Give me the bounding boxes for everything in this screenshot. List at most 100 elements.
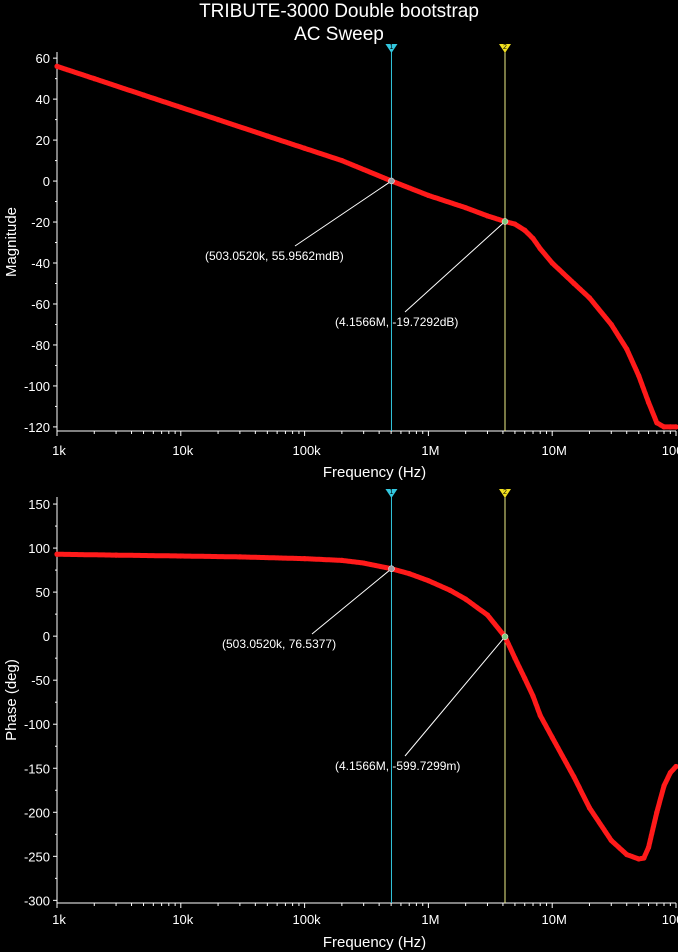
chart-title-line2: AC Sweep: [294, 24, 384, 45]
mag-data-point: [178, 104, 184, 110]
mag-ytick-label: -120: [24, 420, 50, 435]
phase-cursor-1-readout: (503.0520k, 76.5377): [222, 637, 336, 651]
mag-data-point: [522, 227, 528, 233]
phase-ytick-label: -150: [24, 761, 50, 776]
mag-data-point: [608, 321, 614, 328]
mag-cursor-2-flag: [498, 44, 511, 53]
mag-ytick-label: -100: [24, 379, 50, 394]
mag-cursor-1-readout: (503.0520k, 55.9562mdB): [205, 249, 344, 263]
phase-cursor-2-marker: [501, 633, 509, 640]
mag-y-axis-label: Magnitude: [3, 207, 20, 277]
mag-data-point: [339, 157, 345, 164]
mag-data-point: [549, 260, 555, 266]
mag-trace: [54, 63, 678, 430]
phase-cursor-1-marker: [388, 565, 395, 572]
mag-data-point: [661, 424, 667, 430]
mag-ytick-label: -60: [31, 297, 50, 312]
phase-data-point: [406, 571, 412, 577]
mag-xtick-label: 1k: [52, 443, 66, 458]
phase-data-point: [571, 774, 577, 780]
phase-ytick-label: -200: [24, 805, 50, 820]
mag-cursor-1-leader: [294, 180, 392, 247]
mag-data-point: [673, 424, 678, 430]
phase-data-point: [624, 851, 630, 858]
mag-data-point: [512, 221, 518, 227]
phase-cursor-2-flag-label: 2: [503, 489, 507, 496]
mag-cursor-2-flag-label: 2: [503, 44, 507, 51]
phase-data-point: [339, 557, 345, 564]
phase-data-point: [661, 783, 667, 789]
phase-ytick-label: -250: [24, 849, 50, 864]
phase-ytick-label: 0: [43, 629, 50, 644]
phase-ytick-label: -50: [31, 673, 50, 688]
mag-data-point: [484, 213, 491, 219]
phase-xtick-label: 100M: [662, 912, 678, 927]
phase-data-point: [463, 596, 469, 602]
mag-data-point: [667, 424, 673, 430]
mag-xtick-label: 100k: [292, 443, 321, 458]
phase-data-point: [484, 612, 491, 618]
phase-xtick-label: 1M: [421, 912, 439, 927]
phase-data-point: [178, 553, 184, 559]
mag-data-point: [586, 295, 593, 301]
mag-data-point: [571, 280, 577, 287]
phase-data-point: [54, 551, 60, 557]
phase-trace: [54, 551, 678, 862]
mag-ytick-label: -20: [31, 215, 50, 230]
mag-ytick-label: -40: [31, 256, 50, 271]
mag-cursor-1-flag: [385, 44, 398, 53]
phase-data-point: [425, 578, 431, 584]
phase-x-axis-label: Frequency (Hz): [323, 934, 426, 951]
phase-data-point: [512, 655, 518, 661]
phase-cursor-1-leader: [311, 568, 392, 635]
phase-ytick-label: 100: [28, 541, 50, 556]
phase-data-point: [237, 554, 243, 560]
mag-data-point: [636, 373, 642, 379]
phase-xtick-label: 10M: [542, 912, 567, 927]
mag-xtick-label: 10k: [172, 443, 193, 458]
mag-data-point: [624, 346, 630, 352]
phase-data-point: [549, 734, 555, 741]
phase-data-point: [645, 844, 652, 851]
phase-data-point: [113, 552, 119, 558]
mag-data-point: [140, 92, 147, 98]
mag-data-point: [91, 76, 97, 82]
phase-data-point: [302, 556, 308, 562]
phase-ytick-label: -100: [24, 717, 50, 732]
mag-data-point: [530, 235, 536, 242]
mag-cursor-2-leader: [404, 221, 506, 313]
phase-ytick-label: 50: [36, 585, 50, 600]
phase-ytick-label: 150: [28, 497, 50, 512]
phase-xtick-label: 10k: [172, 912, 193, 927]
phase-data-point: [537, 712, 543, 719]
mag-data-point: [264, 133, 270, 139]
phase-cursor-1-flag: [385, 489, 398, 498]
phase-xtick-label: 1k: [52, 912, 66, 927]
phase-data-point: [641, 855, 647, 861]
mag-data-point: [215, 117, 221, 123]
phase-cursor-2-flag: [498, 489, 511, 498]
mag-data-point: [654, 420, 660, 426]
mag-ytick-label: 0: [43, 174, 50, 189]
mag-xtick-label: 10M: [542, 443, 567, 458]
mag-ytick-label: 40: [36, 92, 50, 107]
phase-data-point: [447, 587, 453, 593]
mag-cursor-1-marker: [388, 177, 395, 185]
phase-cursor-2-leader: [404, 636, 506, 757]
mag-ytick-label: -80: [31, 338, 50, 353]
phase-y-axis-label: Phase (deg): [3, 659, 20, 741]
phase-data-point: [586, 805, 593, 811]
mag-x-axis-label: Frequency (Hz): [323, 464, 426, 481]
phase-data-point: [667, 770, 673, 776]
phase-data-point: [522, 675, 528, 682]
mag-cursor-1-flag-label: 1: [390, 44, 394, 51]
mag-cursor-2-readout: (4.1566M, -19.7292dB): [335, 315, 458, 329]
phase-cursor-1-flag-label: 1: [390, 489, 394, 496]
mag-xtick-label: 1M: [421, 443, 439, 458]
mag-data-point: [645, 399, 652, 405]
phase-data-point: [608, 837, 614, 844]
phase-data-point: [673, 763, 678, 770]
